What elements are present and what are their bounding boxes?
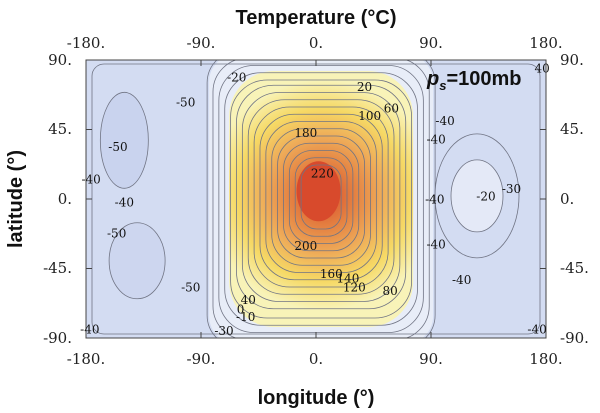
contour-label-20: 140 bbox=[336, 271, 359, 285]
contour-label-2: 60 bbox=[384, 102, 399, 116]
y-tick-left-3: -45. bbox=[43, 259, 72, 277]
contour-label-23: -40 bbox=[452, 273, 471, 287]
pressure-annotation: ps=100mb bbox=[426, 68, 522, 93]
y-axis-label: latitude (°) bbox=[5, 150, 27, 248]
y-tick-right-0: 90. bbox=[560, 51, 584, 69]
x-tick-bottom-1: -90. bbox=[187, 350, 216, 368]
contour-label-13: -40 bbox=[425, 193, 444, 207]
contour-label-5: -50 bbox=[176, 95, 195, 109]
y-tick-right-4: -90. bbox=[560, 329, 589, 347]
x-tick-bottom-0: -180. bbox=[67, 350, 105, 368]
cold-region-southwest bbox=[109, 222, 166, 299]
x-tick-top-1: -90. bbox=[187, 34, 216, 52]
contour-label-4: 40 bbox=[535, 61, 550, 75]
contour-line--10 bbox=[230, 79, 413, 319]
contour-label-22: 80 bbox=[382, 284, 397, 298]
contour-label-3: 100 bbox=[358, 109, 381, 123]
y-tick-right-3: -45. bbox=[560, 259, 589, 277]
contour-loop-west bbox=[99, 91, 149, 189]
x-tick-top-0: -180. bbox=[67, 34, 105, 52]
contour-line-40 bbox=[247, 99, 395, 295]
contour-label-15: -30 bbox=[502, 182, 521, 196]
contour-label-1: 20 bbox=[357, 80, 372, 94]
contour-line-120 bbox=[271, 128, 371, 266]
x-tick-bottom-2: 0. bbox=[309, 350, 323, 368]
warm-spot-east bbox=[451, 159, 503, 232]
contour-loop-east-outer bbox=[434, 133, 520, 259]
contour-label-30: -40 bbox=[527, 322, 546, 336]
contour-label-0: -20 bbox=[227, 71, 246, 85]
chart-title: Temperature (°C) bbox=[236, 7, 397, 29]
y-tick-left-4: -90. bbox=[43, 329, 72, 347]
contour-label-24: -50 bbox=[181, 281, 200, 295]
contour-label-18: 200 bbox=[294, 239, 317, 253]
y-tick-left-1: 45. bbox=[48, 120, 72, 138]
contour-label-21: 120 bbox=[343, 281, 366, 295]
contour-line-200 bbox=[294, 157, 348, 237]
y-ticklabels-left: 90. 45. 0. -45. -90. bbox=[43, 51, 72, 347]
contour-loop-southwest bbox=[108, 222, 166, 300]
contour-label-14: -20 bbox=[476, 190, 495, 204]
contour-label-8: -40 bbox=[426, 132, 445, 146]
contour-line--30 bbox=[218, 65, 424, 333]
contour-line-100 bbox=[265, 121, 377, 273]
contour-label-7: -40 bbox=[435, 114, 454, 128]
contour-label-12: -40 bbox=[115, 196, 134, 210]
x-tick-top-4: 180. bbox=[529, 34, 562, 52]
contour-label-27: -10 bbox=[236, 310, 255, 324]
contour-label-28: -30 bbox=[214, 324, 233, 338]
contour-line-180 bbox=[288, 150, 354, 244]
axis-ticks bbox=[85, 59, 547, 339]
x-tick-top-2: 0. bbox=[309, 34, 323, 52]
y-tick-left-2: 0. bbox=[58, 190, 72, 208]
contour-line-80 bbox=[259, 113, 383, 281]
y-tick-right-1: 45. bbox=[560, 120, 584, 138]
contour-line-0 bbox=[236, 84, 407, 310]
contour-line-20 bbox=[241, 92, 401, 302]
x-tick-bottom-4: 180. bbox=[529, 350, 562, 368]
contour-label-16: -40 bbox=[426, 237, 445, 251]
contour-label-29: -40 bbox=[80, 322, 99, 336]
contour-line-140 bbox=[277, 135, 366, 259]
contour-label-6: 180 bbox=[294, 126, 317, 140]
contour-label-19: 160 bbox=[320, 267, 343, 281]
contour-label-17: -50 bbox=[107, 227, 126, 241]
x-tick-top-3: 90. bbox=[419, 34, 443, 52]
y-tick-left-0: 90. bbox=[48, 51, 72, 69]
contour-line--40 bbox=[212, 60, 430, 338]
x-ticklabels-top: -180. -90. 0. 90. 180. bbox=[67, 34, 563, 52]
contour-label-25: 40 bbox=[241, 293, 256, 307]
contour-label-9: -50 bbox=[108, 140, 127, 154]
x-tick-bottom-3: 90. bbox=[419, 350, 443, 368]
contour-line-160 bbox=[283, 142, 360, 252]
contour-line-220 bbox=[300, 164, 342, 230]
y-tick-right-2: 0. bbox=[560, 190, 574, 208]
contour-line--20 bbox=[224, 72, 418, 326]
x-axis-label: longitude (°) bbox=[258, 387, 375, 409]
contour-label-26: 0 bbox=[237, 302, 245, 316]
hottest-core bbox=[296, 161, 341, 222]
contour-line-60 bbox=[253, 106, 389, 288]
x-ticklabels-bottom: -180. -90. 0. 90. 180. bbox=[67, 350, 563, 368]
contour-label-10: 220 bbox=[311, 166, 334, 180]
contour-label-11: -40 bbox=[81, 173, 100, 187]
contour-loop-east bbox=[450, 159, 504, 233]
cold-region-west bbox=[100, 92, 149, 189]
y-ticklabels-right: 90. 45. 0. -45. -90. bbox=[560, 51, 589, 347]
